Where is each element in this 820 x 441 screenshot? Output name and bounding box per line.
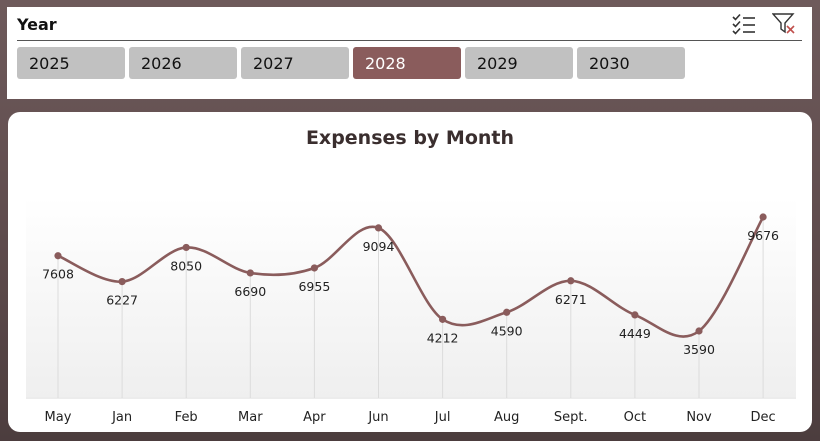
year-buttons: 2025 2026 2027 2028 2029 2030 (17, 47, 685, 79)
data-point-nov[interactable] (695, 327, 703, 335)
data-point-sept[interactable] (567, 277, 575, 285)
data-point-jul[interactable] (439, 315, 447, 323)
data-label: 6271 (555, 292, 587, 307)
data-label: 4590 (491, 323, 523, 338)
data-label: 4212 (427, 330, 459, 345)
data-label: 7608 (42, 267, 74, 282)
data-point-feb[interactable] (182, 243, 190, 252)
x-tick-label: Oct (624, 410, 646, 425)
data-label: 9094 (363, 239, 395, 254)
year-button-2027[interactable]: 2027 (241, 47, 349, 79)
year-button-2028[interactable]: 2028 (353, 47, 461, 79)
year-slicer: Year 2025 2026 2027 2028 2029 2030 (7, 7, 812, 99)
data-label: 6955 (298, 279, 330, 294)
expenses-line-chart: 7608 6227 8050 6690 6955 9094 4212 4590 6271 4449… (26, 197, 796, 425)
x-tick-label: Jun (367, 410, 388, 425)
chart-card: Expenses by Month 7608 6227 8050 6690 6955 90… (8, 112, 812, 432)
data-point-aug[interactable] (503, 308, 511, 316)
data-label: 9676 (747, 228, 779, 243)
data-label: 6227 (106, 293, 138, 308)
slicer-title: Year (17, 15, 57, 34)
x-tick-label: May (45, 410, 72, 425)
x-tick-label: Dec (751, 410, 776, 425)
clear-filter-icon[interactable] (772, 13, 796, 35)
data-point-may[interactable] (54, 252, 62, 260)
plot-area (26, 197, 796, 397)
data-point-mar[interactable] (246, 269, 254, 277)
x-tick-label: Jul (434, 410, 451, 425)
slicer-toolbar (732, 13, 796, 35)
data-point-jan[interactable] (118, 278, 126, 286)
x-tick-label: Jan (111, 410, 132, 425)
year-button-2030[interactable]: 2030 (577, 47, 685, 79)
data-point-oct[interactable] (631, 311, 639, 319)
data-label: 3590 (683, 342, 715, 357)
x-tick-label: Sept. (554, 410, 588, 425)
chart-title: Expenses by Month (305, 127, 515, 149)
multi-select-icon[interactable] (732, 13, 756, 35)
data-point-jun[interactable] (374, 224, 383, 232)
year-button-2026[interactable]: 2026 (129, 47, 237, 79)
x-tick-label: Aug (494, 410, 519, 425)
slicer-divider (17, 40, 802, 41)
data-label: 4449 (619, 326, 651, 341)
year-button-2025[interactable]: 2025 (17, 47, 125, 79)
data-label: 8050 (170, 258, 202, 273)
data-point-dec[interactable] (759, 213, 767, 221)
data-label: 6690 (234, 284, 266, 299)
x-tick-label: Feb (175, 410, 198, 425)
data-point-apr[interactable] (310, 264, 318, 272)
x-tick-label: Apr (303, 410, 326, 425)
x-tick-label: Mar (238, 410, 263, 425)
year-button-2029[interactable]: 2029 (465, 47, 573, 79)
x-tick-label: Nov (686, 410, 712, 425)
